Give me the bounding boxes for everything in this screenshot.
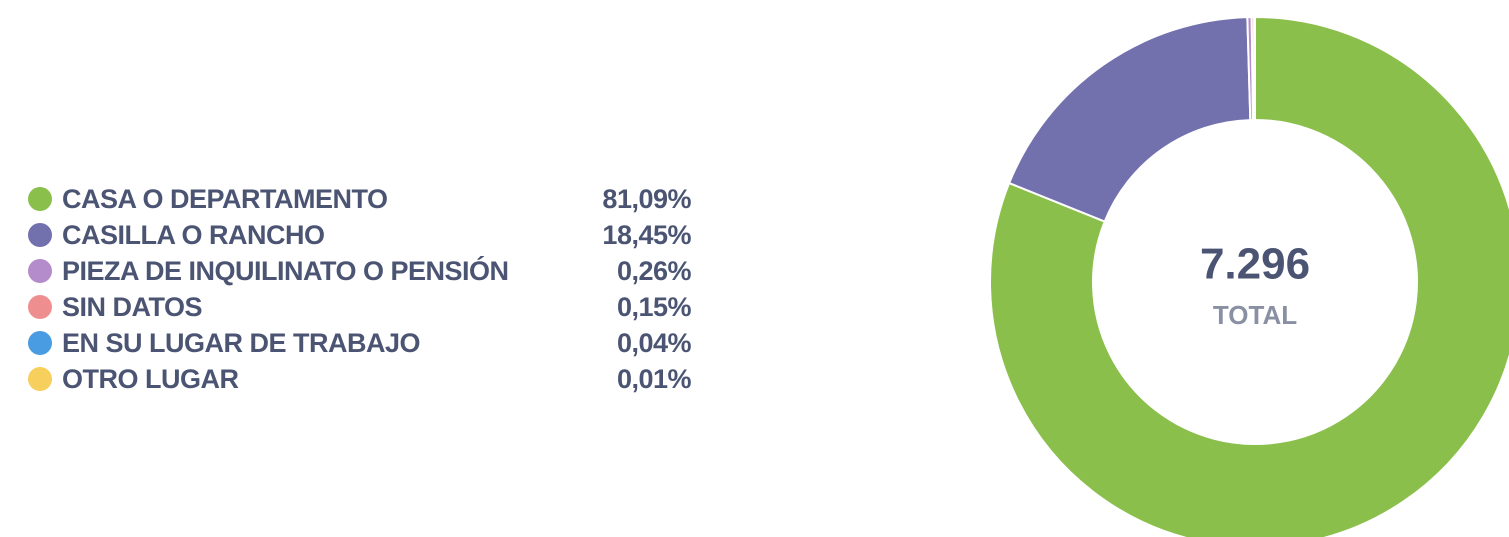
slice: [989, 15, 1509, 537]
legend-value: 0,15%: [617, 292, 692, 322]
legend-dot: [28, 295, 52, 319]
center-value: 7.296: [1200, 240, 1310, 289]
legend-dot: [28, 259, 52, 283]
legend-value: 0,04%: [617, 328, 692, 358]
legend-label: EN SU LUGAR DE TRABAJO: [62, 328, 420, 358]
legend-label: SIN DATOS: [62, 292, 202, 322]
legend-dot: [28, 187, 52, 211]
legend-label: CASILLA O RANCHO: [62, 220, 325, 250]
legend-value: 81,09%: [602, 184, 691, 214]
legend-label: OTRO LUGAR: [62, 364, 239, 394]
legend-dot: [28, 331, 52, 355]
legend-dot: [28, 367, 52, 391]
legend-value: 0,26%: [617, 256, 692, 286]
legend-label: PIEZA DE INQUILINATO O PENSIÓN: [62, 255, 509, 286]
legend-value: 18,45%: [602, 220, 691, 250]
legend-dot: [28, 223, 52, 247]
legend-label: CASA O DEPARTAMENTO: [62, 184, 388, 214]
slice: [1007, 16, 1252, 223]
center-caption: TOTAL: [1213, 300, 1297, 330]
legend-value: 0,01%: [617, 364, 692, 394]
